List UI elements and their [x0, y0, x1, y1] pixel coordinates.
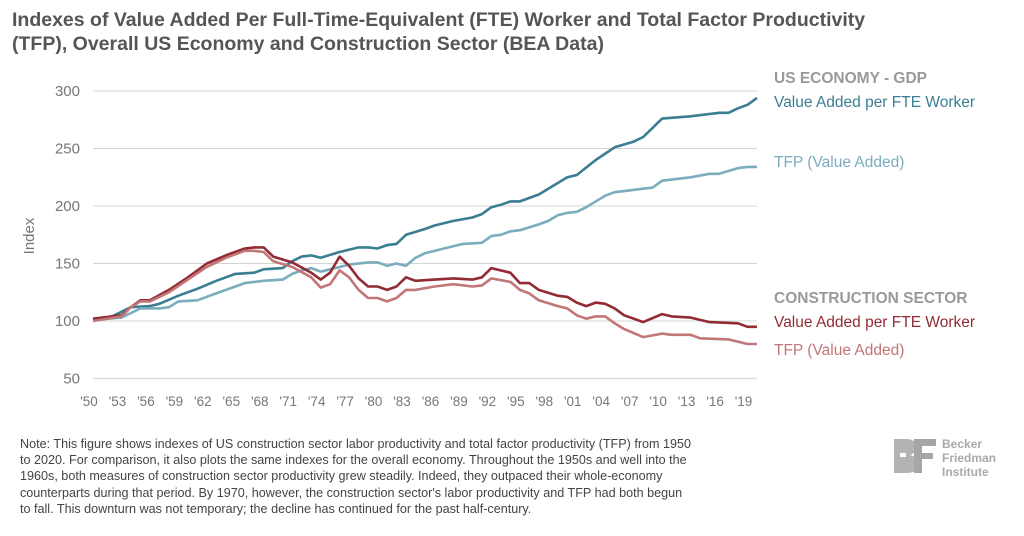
y-tick-label: 50	[63, 371, 80, 388]
x-tick-label: '04	[592, 394, 610, 409]
series-line-2	[92, 246, 757, 329]
x-tick-label: '50	[80, 394, 98, 409]
y-tick-label: 200	[55, 198, 80, 215]
x-tick-label: '98	[536, 394, 554, 409]
y-tick-label: 300	[55, 83, 80, 100]
note-line: 1960s, both measures of construction sec…	[20, 469, 663, 484]
series-line-0	[92, 96, 758, 322]
x-tick-label: '80	[365, 394, 383, 409]
y-axis-label: Index	[21, 217, 38, 254]
legend-us-header: US ECONOMY - GDP	[774, 70, 928, 87]
x-tick-label: '77	[336, 394, 354, 409]
note-line: counterparts during that period. By 1970…	[20, 485, 683, 500]
legend-con-va: Value Added per FTE Worker	[774, 314, 976, 331]
legend-us-va: Value Added per FTE Worker	[774, 94, 976, 111]
x-tick-label: '89	[450, 394, 468, 409]
bfi-logo-text: Becker Friedman Institute	[942, 437, 997, 479]
x-tick-label: '13	[678, 394, 696, 409]
y-tick-label: 150	[55, 256, 80, 273]
series-line-3	[92, 249, 757, 346]
bfi-logo	[894, 439, 936, 473]
x-tick-label: '74	[308, 394, 326, 409]
legend-con-header: CONSTRUCTION SECTOR	[774, 290, 968, 307]
legend-us-tfp: TFP (Value Added)	[774, 154, 905, 171]
chart-title: Indexes of Value Added Per Full-Time-Equ…	[12, 8, 1012, 56]
x-tick-label: '71	[279, 394, 297, 409]
x-tick-label: '59	[166, 394, 184, 409]
x-tick-label: '07	[621, 394, 639, 409]
series-lines	[92, 96, 758, 346]
series-line-1	[92, 165, 757, 322]
x-tick-label: '92	[479, 394, 497, 409]
x-tick-label: '62	[194, 394, 212, 409]
x-tick-label: '86	[422, 394, 440, 409]
x-tick-label: '10	[649, 394, 667, 409]
title-line: (TFP), Overall US Economy and Constructi…	[12, 33, 604, 55]
x-tick-label: '19	[735, 394, 753, 409]
x-tick-label: '16	[706, 394, 724, 409]
y-tick-label: 100	[55, 313, 80, 330]
note-line: to 2020. For comparison, it also plots t…	[20, 453, 687, 468]
x-axis-ticks: '50 '53 '56 '59 '62 '65 '68 '71 '74 '77 '80 '83 '86 '…	[80, 394, 752, 409]
x-tick-label: '01	[564, 394, 582, 409]
y-axis-ticks: 50 100 150 200 250 300	[55, 83, 80, 388]
y-tick-label: 250	[55, 141, 80, 158]
legend-con-tfp: TFP (Value Added)	[774, 342, 905, 359]
x-tick-label: '95	[507, 394, 525, 409]
note-line: Note: This figure shows indexes of US co…	[20, 437, 692, 451]
title-line: Indexes of Value Added Per Full-Time-Equ…	[12, 9, 866, 31]
x-tick-label: '83	[393, 394, 411, 409]
note-text: Note: This figure shows indexes of US co…	[20, 436, 860, 517]
note-line: to fall. This downturn was not temporary…	[20, 501, 532, 516]
x-tick-label: '65	[222, 394, 240, 409]
x-tick-label: '68	[251, 394, 269, 409]
x-tick-label: '53	[109, 394, 127, 409]
x-tick-label: '56	[137, 394, 155, 409]
